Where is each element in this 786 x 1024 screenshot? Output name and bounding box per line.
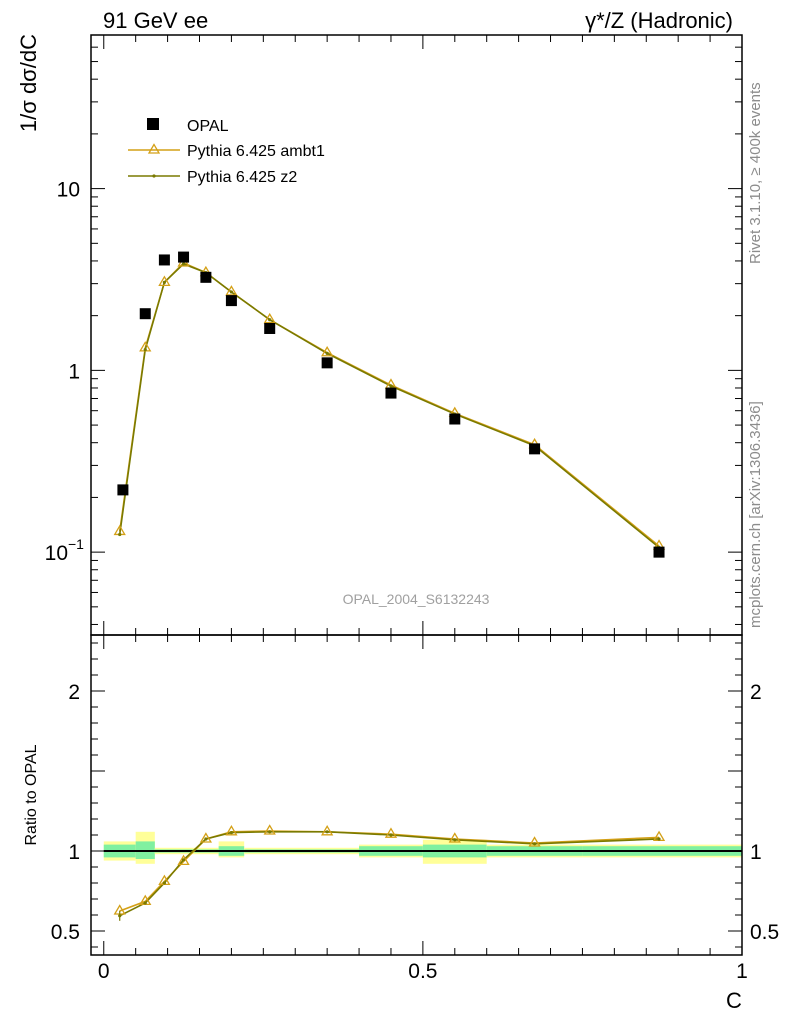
main-series-group [113, 251, 666, 558]
z2-point [162, 280, 166, 284]
ratio-ambt1-point [528, 836, 541, 847]
opal-point [321, 357, 333, 369]
legend-ambt1-label: Pythia 6.425 ambt1 [187, 143, 325, 160]
opal-point [200, 271, 212, 283]
ratio-series-group [113, 824, 666, 921]
ratio-y-tick-label: 0.5 [51, 921, 80, 944]
ambt1-point [158, 275, 171, 286]
opal-point [225, 295, 237, 307]
side-label-mcplots: mcplots.cern.ch [arXiv:1306.3436] [747, 401, 764, 628]
ratio-ambt1-point [448, 832, 461, 843]
ratio-ambt1-point [199, 832, 213, 843]
z2-point [118, 532, 122, 537]
y-tick-exponent: −1 [68, 536, 84, 552]
z2-point [181, 262, 186, 266]
ratio-panel: 0 0.5 10.5 0.51 12 2 [51, 634, 779, 983]
header-left: 91 GeV ee [103, 8, 208, 33]
z2-point [229, 290, 234, 294]
ratio-z2-point [229, 831, 234, 835]
x-tick-label: 0 [98, 960, 110, 983]
opal-point [178, 251, 190, 263]
ratio-ambt1-point [177, 854, 190, 866]
ratio-y-tick-label-right: 0.5 [750, 921, 779, 944]
ambt1-point [263, 312, 276, 324]
y-tick-label: 1 [68, 360, 80, 383]
side-label-rivet: Rivet 3.1.10, ≥ 400k events [747, 82, 764, 264]
watermark: OPAL_2004_S6132243 [343, 591, 490, 607]
opal-point [653, 546, 665, 558]
legend-z2-label: Pythia 6.425 z2 [187, 169, 297, 186]
ratio-y-tick-label: 1 [68, 841, 80, 864]
y-tick-label: 10 [45, 542, 68, 565]
ratio-z2-point [325, 830, 329, 834]
ratio-z2-line [119, 830, 660, 917]
ratio-z2-point [143, 901, 147, 905]
ratio-ambt1-point [263, 824, 276, 835]
z2-point [143, 348, 147, 352]
ratio-y-tick-label-right: 2 [750, 681, 762, 704]
opal-point [139, 308, 151, 320]
ambt1-point [321, 345, 334, 357]
ratio-ambt1-point [321, 825, 334, 836]
header-right: γ*/Z (Hadronic) [585, 8, 733, 33]
z2-point [389, 384, 393, 388]
ratio-z2-point [532, 842, 537, 846]
ratio-z2-point [162, 881, 166, 885]
ratio-z2-point [204, 837, 208, 841]
legend: OPAL Pythia 6.425 ambt1 Pythia 6.425 z2 [128, 118, 325, 186]
ambt1-line [118, 261, 660, 547]
legend-z2-marker [152, 174, 156, 178]
x-tick-label: 0.5 [408, 960, 437, 983]
legend-opal-marker [147, 118, 159, 130]
opal-point [264, 322, 276, 334]
ratio-ambt1-point [384, 827, 398, 838]
ratio-z2-point [453, 838, 457, 842]
opal-point [449, 413, 461, 425]
ratio-z2-point [268, 830, 272, 834]
ratio-axes: 0 0.5 10.5 0.51 12 2 [51, 635, 779, 983]
opal-point [385, 387, 397, 399]
ambt1-point [225, 285, 238, 296]
y-tick-label: 10 [57, 179, 80, 202]
opal-point [529, 443, 541, 455]
x-axis-label: C [726, 988, 742, 1013]
opal-point [117, 484, 129, 496]
x-tick-label: 1 [736, 960, 748, 983]
ratio-y-tick-label-right: 1 [750, 841, 762, 864]
ratio-z2-point [657, 837, 661, 841]
ratio-z2-point [389, 833, 393, 837]
z2-point [268, 318, 272, 322]
ratio-ylabel: Ratio to OPAL [23, 744, 40, 845]
legend-opal-label: OPAL [187, 118, 229, 135]
opal-point [158, 254, 170, 266]
legend-ambt1-marker [147, 143, 161, 154]
z2-line [118, 263, 660, 549]
z2-point [325, 351, 329, 355]
uncertainty-bands [103, 831, 742, 864]
ratio-ambt1-point [225, 825, 238, 836]
ratio-z2-point [181, 858, 186, 862]
ratio-frame [90, 634, 743, 956]
ratio-y-tick-label: 2 [68, 681, 80, 704]
main-ylabel: 1/σ dσ/dC [16, 34, 41, 132]
